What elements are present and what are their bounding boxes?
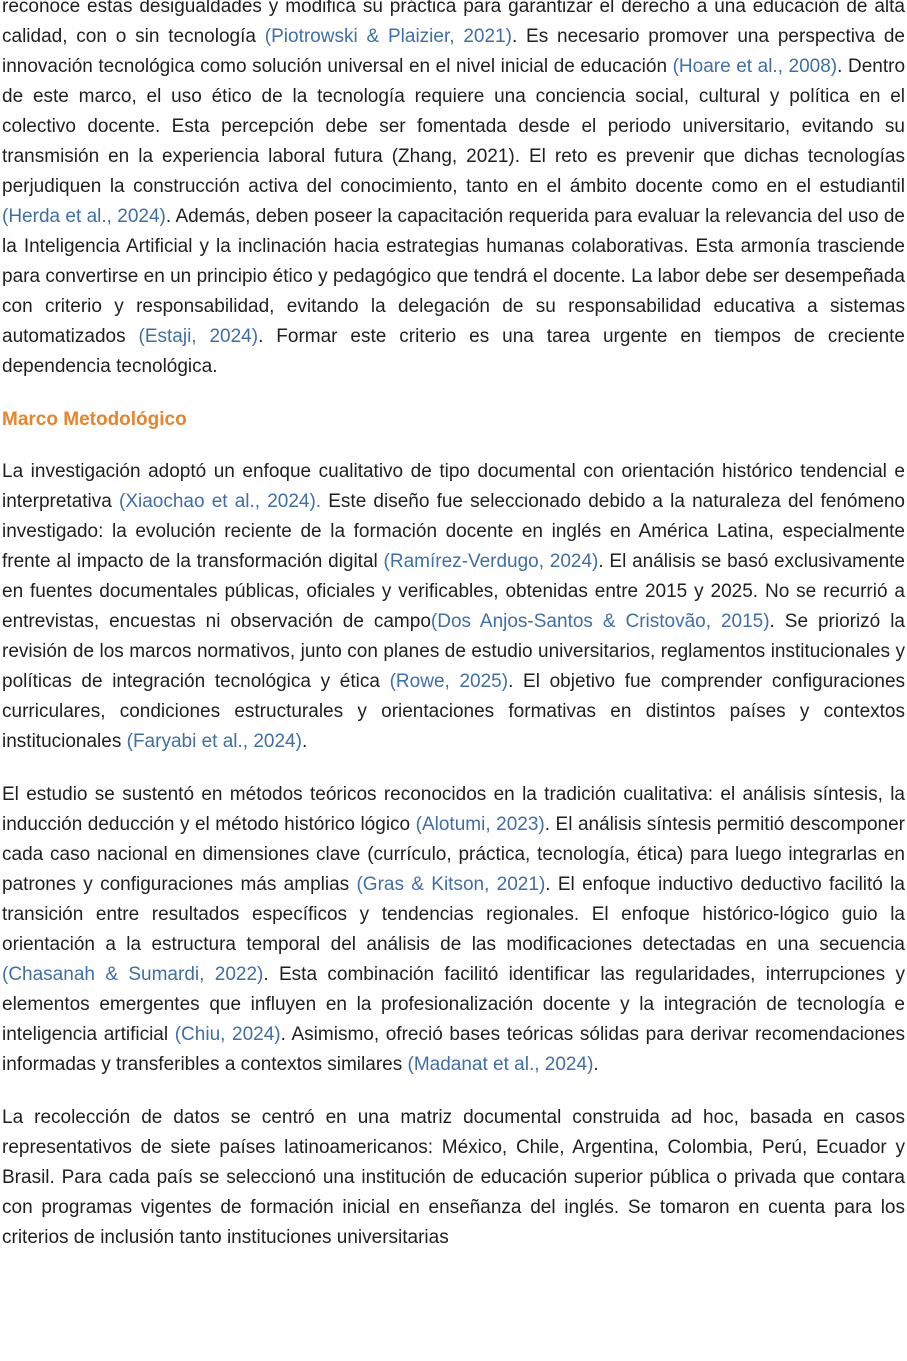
text-run: . El análisis síntesis permitió descompo… xyxy=(2,814,906,895)
text-run: . Dentro de este marco, el uso ético de … xyxy=(2,56,906,197)
text-run: . xyxy=(301,731,308,752)
text-run: . xyxy=(593,1054,599,1075)
section-heading: Marco Metodológico xyxy=(2,409,187,430)
paragraph: La recolección de datos se centró en una… xyxy=(2,1103,905,1253)
citation: (Hoare et al., 2008) xyxy=(672,56,838,77)
text-run: La investigación adoptó un enfoque cuali… xyxy=(2,461,905,512)
citation: (Piotrowski & Plaizier, 2021) xyxy=(264,26,512,47)
citation: (Estaji, 2024) xyxy=(138,326,259,347)
text-run: El estudio se sustentó en métodos teóric… xyxy=(2,784,905,835)
text-run: reconoce estas desigualdades y modifica … xyxy=(2,0,905,47)
text-run: Este diseño fue seleccionado debido a la… xyxy=(2,491,905,572)
text-run: . Formar este criterio es una tarea urge… xyxy=(2,326,905,377)
citation: (Ramírez-Verdugo, 2024) xyxy=(383,551,599,572)
citation: (Chiu, 2024) xyxy=(174,1024,281,1045)
text-run: . Es necesario promover una perspectiva … xyxy=(2,26,905,77)
citation: (Gras & Kitson, 2021) xyxy=(356,874,546,895)
paragraph: El estudio se sustentó en métodos teóric… xyxy=(2,780,905,1080)
text-run: . El análisis se basó exclusivamente en … xyxy=(2,551,905,632)
text-run: . Además, deben poseer la capacitación r… xyxy=(2,206,905,347)
text-run: La recolección de datos se centró en una… xyxy=(2,1107,905,1248)
document: reconoce estas desigualdades y modifica … xyxy=(2,0,905,1253)
paragraph: reconoce estas desigualdades y modifica … xyxy=(2,0,905,382)
citation: (Herda et al., 2024) xyxy=(2,206,166,227)
citation: (Madanat et al., 2024) xyxy=(407,1054,594,1075)
citation: (Faryabi et al., 2024) xyxy=(126,731,302,752)
citation: (Rowe, 2025) xyxy=(389,671,509,692)
citation: (Xiaochao et al., 2024). xyxy=(119,491,322,512)
citation: (Alotumi, 2023) xyxy=(415,814,545,835)
text-run: . El enfoque inductivo deductivo facilit… xyxy=(2,874,905,955)
citation: (Chasanah & Sumardi, 2022) xyxy=(2,964,264,985)
citation: (Dos Anjos-Santos & Cristovão, 2015) xyxy=(430,611,770,632)
paragraph: La investigación adoptó un enfoque cuali… xyxy=(2,457,905,757)
text-run: . Esta combinación facilitó identificar … xyxy=(2,964,905,1045)
text-run: . El objetivo fue comprender configuraci… xyxy=(2,671,906,752)
text-run: . Se priorizó la revisión de los marcos … xyxy=(2,611,905,692)
text-run: . Asimismo, ofreció bases teóricas sólid… xyxy=(2,1024,905,1075)
